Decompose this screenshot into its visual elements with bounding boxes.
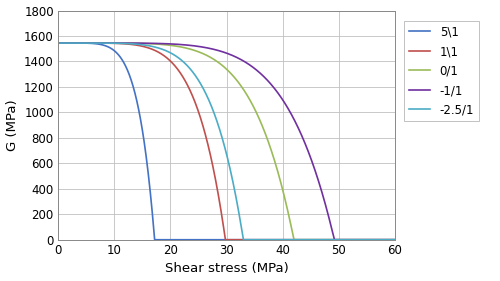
-2.5/1 — [72, 41, 78, 45]
-2.5/1 — [382, 238, 388, 241]
Line: -1/1: -1/1 — [58, 43, 395, 240]
1\1 — [72, 41, 78, 45]
5\1 — [382, 238, 388, 241]
-1/1 — [382, 238, 388, 241]
5\1 — [55, 41, 61, 45]
-1/1 — [72, 41, 78, 45]
1\1 — [55, 41, 61, 45]
-1/1 — [332, 238, 338, 241]
0/1 — [382, 238, 388, 241]
-1/1 — [392, 238, 398, 241]
0/1 — [55, 41, 61, 45]
1\1 — [320, 238, 326, 241]
5\1 — [210, 238, 216, 241]
-2.5/1 — [382, 238, 388, 241]
Y-axis label: G (MPa): G (MPa) — [6, 99, 18, 151]
-2.5/1 — [210, 108, 216, 112]
5\1 — [72, 41, 78, 45]
0/1 — [219, 64, 225, 67]
5\1 — [320, 238, 326, 241]
1\1 — [382, 238, 388, 241]
X-axis label: Shear stress (MPa): Shear stress (MPa) — [164, 262, 288, 275]
1\1 — [392, 238, 398, 241]
Line: 0/1: 0/1 — [58, 43, 395, 240]
-2.5/1 — [55, 41, 61, 45]
-1/1 — [320, 196, 326, 199]
5\1 — [152, 238, 158, 241]
-1/1 — [219, 50, 225, 53]
1\1 — [219, 214, 225, 218]
1\1 — [222, 238, 228, 241]
0/1 — [382, 238, 388, 241]
Line: 1\1: 1\1 — [58, 43, 395, 240]
-1/1 — [382, 238, 388, 241]
0/1 — [320, 238, 326, 241]
1\1 — [382, 238, 388, 241]
Line: -2.5/1: -2.5/1 — [58, 43, 395, 240]
-1/1 — [55, 41, 61, 45]
Line: 5\1: 5\1 — [58, 43, 395, 240]
Legend: 5\1, 1\1, 0/1, -1/1, -2.5/1: 5\1, 1\1, 0/1, -1/1, -2.5/1 — [404, 21, 479, 121]
-2.5/1 — [320, 238, 326, 241]
-2.5/1 — [219, 135, 225, 139]
0/1 — [392, 238, 398, 241]
-2.5/1 — [392, 238, 398, 241]
5\1 — [382, 238, 388, 241]
-1/1 — [210, 47, 216, 51]
5\1 — [392, 238, 398, 241]
0/1 — [210, 57, 216, 60]
1\1 — [210, 165, 216, 168]
0/1 — [72, 41, 78, 45]
5\1 — [219, 238, 225, 241]
0/1 — [291, 238, 297, 241]
-2.5/1 — [240, 238, 246, 241]
